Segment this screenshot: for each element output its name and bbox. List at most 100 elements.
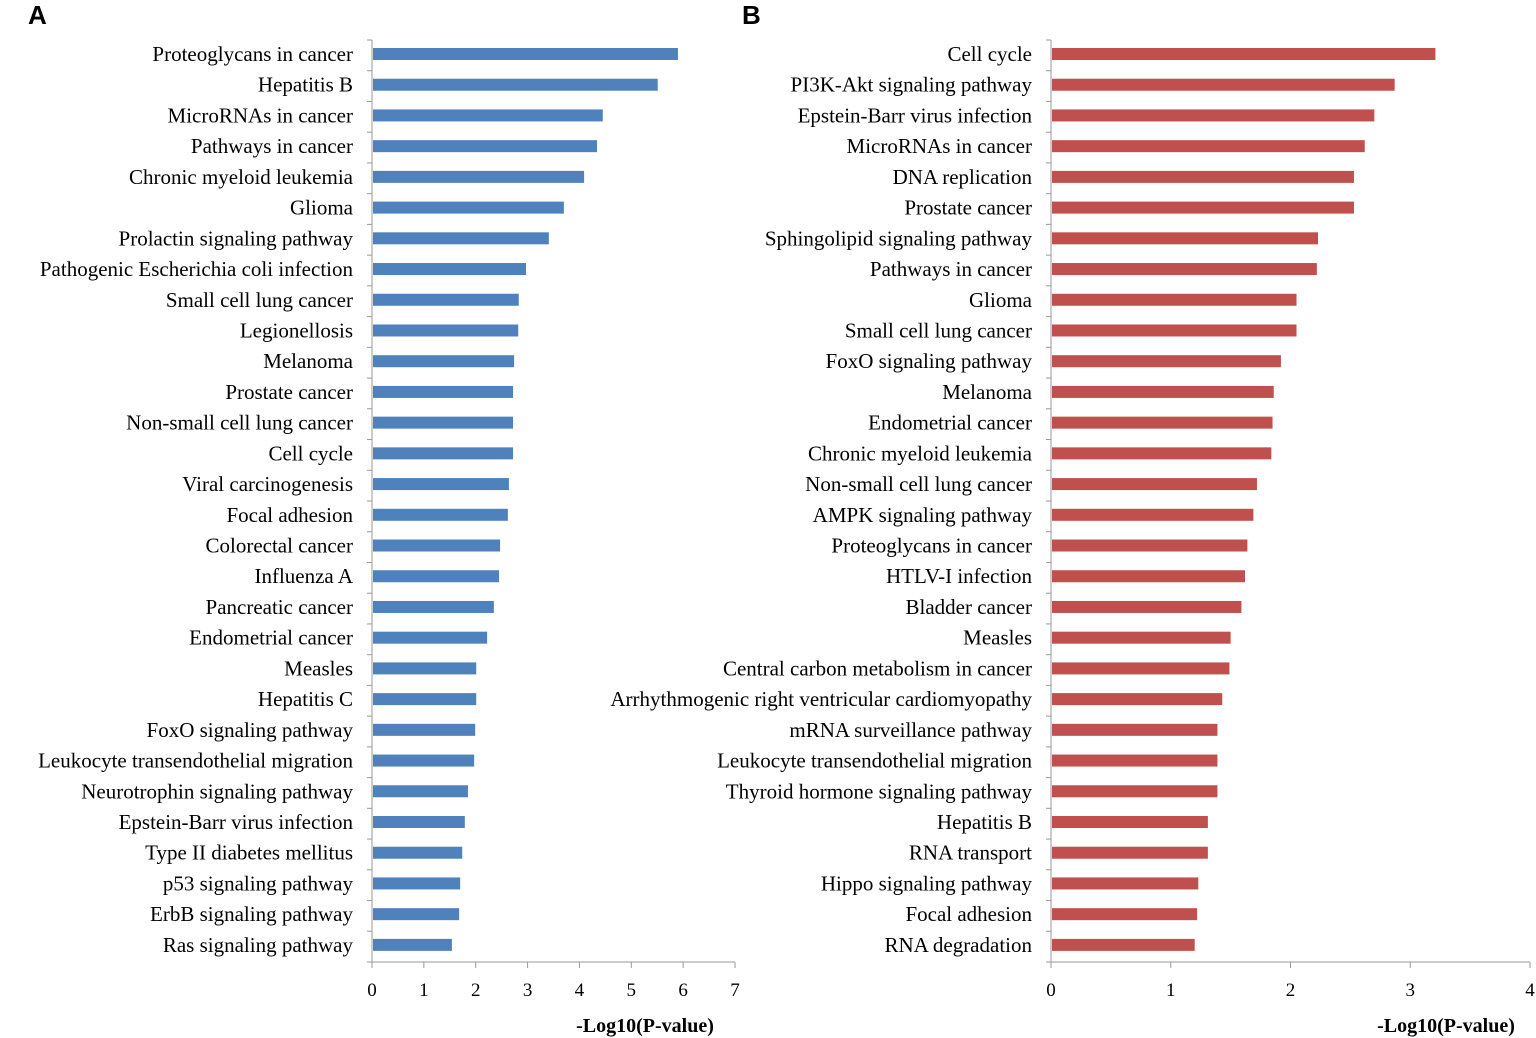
bar-20 xyxy=(1052,631,1231,644)
x-tick-label: 6 xyxy=(678,980,688,1001)
bar-15 xyxy=(1052,478,1257,491)
category-label: Central carbon metabolism in cancer xyxy=(723,656,1032,680)
bar-7 xyxy=(1052,232,1319,245)
category-label: Ras signaling pathway xyxy=(163,933,354,957)
category-label: Proteoglycans in cancer xyxy=(152,42,353,66)
x-tick-label: 0 xyxy=(367,980,377,1001)
bar-16 xyxy=(1052,508,1254,521)
x-tick-label: 4 xyxy=(575,980,585,1001)
category-label: Prolactin signaling pathway xyxy=(119,226,354,250)
bar-24 xyxy=(373,754,475,767)
bar-11 xyxy=(373,355,515,368)
category-label: Endometrial cancer xyxy=(189,626,353,650)
bar-10 xyxy=(373,324,519,337)
category-label: Prostate cancer xyxy=(225,380,353,404)
category-label: Small cell lung cancer xyxy=(166,288,353,312)
bar-27 xyxy=(373,846,463,859)
bar-16 xyxy=(373,508,508,521)
category-label: Melanoma xyxy=(942,380,1032,404)
category-label: Chronic myeloid leukemia xyxy=(129,165,354,189)
bar-3 xyxy=(1052,109,1375,122)
bar-14 xyxy=(1052,447,1272,460)
bar-19 xyxy=(373,600,494,613)
category-label: Viral carcinogenesis xyxy=(182,472,353,496)
bar-10 xyxy=(1052,324,1297,337)
bar-29 xyxy=(1052,908,1198,921)
bar-9 xyxy=(373,293,519,306)
x-tick-label: 7 xyxy=(730,980,740,1001)
category-label: Cell cycle xyxy=(268,441,353,465)
category-label: AMPK signaling pathway xyxy=(813,503,1033,527)
x-tick-label: 5 xyxy=(627,980,637,1001)
x-axis-title: -Log10(P-value) xyxy=(1377,1015,1515,1037)
category-label: Type II diabetes mellitus xyxy=(145,841,353,865)
bar-20 xyxy=(373,631,488,644)
bar-2 xyxy=(1052,78,1395,91)
bar-4 xyxy=(373,140,598,153)
category-label: MicroRNAs in cancer xyxy=(168,103,353,127)
bar-7 xyxy=(373,232,549,245)
category-label: Epstein-Barr virus infection xyxy=(798,103,1033,127)
bar-18 xyxy=(1052,570,1245,583)
category-label: Non-small cell lung cancer xyxy=(805,472,1032,496)
bar-29 xyxy=(373,908,460,921)
category-label: HTLV-I infection xyxy=(886,564,1033,588)
bar-4 xyxy=(1052,140,1365,153)
category-label: Leukocyte transendothelial migration xyxy=(38,749,353,773)
category-label: Hepatitis B xyxy=(937,810,1032,834)
bar-9 xyxy=(1052,293,1297,306)
bar-11 xyxy=(1052,355,1281,368)
x-tick-label: 1 xyxy=(1166,980,1176,1001)
bar-23 xyxy=(1052,723,1218,736)
x-tick-label: 2 xyxy=(1286,980,1296,1001)
bar-5 xyxy=(1052,170,1354,183)
bar-26 xyxy=(373,816,465,828)
category-label: Arrhythmogenic right ventricular cardiom… xyxy=(610,687,1032,711)
category-label: Prostate cancer xyxy=(904,196,1032,220)
x-tick-label: 3 xyxy=(523,980,533,1001)
x-tick-label: 0 xyxy=(1046,980,1056,1001)
category-label: Measles xyxy=(963,626,1032,650)
bar-14 xyxy=(373,447,514,460)
category-label: Influenza A xyxy=(254,564,353,588)
bar-19 xyxy=(1052,600,1242,613)
bar-1 xyxy=(1052,48,1436,60)
category-label: Endometrial cancer xyxy=(868,411,1032,435)
category-label: Non-small cell lung cancer xyxy=(126,411,353,435)
bar-17 xyxy=(1052,539,1248,552)
category-label: Thyroid hormone signaling pathway xyxy=(726,779,1033,803)
category-label: mRNA surveillance pathway xyxy=(789,718,1032,742)
category-label: Glioma xyxy=(969,288,1033,312)
category-label: Melanoma xyxy=(263,349,353,373)
category-label: Pathways in cancer xyxy=(191,134,353,158)
bar-2 xyxy=(373,78,658,91)
x-tick-label: 4 xyxy=(1525,980,1535,1001)
bar-22 xyxy=(373,693,477,706)
bar-3 xyxy=(373,109,603,122)
category-label: Legionellosis xyxy=(240,318,353,342)
category-label: Neurotrophin signaling pathway xyxy=(81,779,353,803)
category-label: Glioma xyxy=(290,196,354,220)
category-label: p53 signaling pathway xyxy=(163,871,354,895)
bar-21 xyxy=(373,662,477,675)
category-label: Measles xyxy=(284,656,353,680)
category-label: FoxO signaling pathway xyxy=(147,718,354,742)
category-label: Hepatitis B xyxy=(258,73,353,97)
bar-13 xyxy=(373,416,514,429)
category-label: Cell cycle xyxy=(947,42,1032,66)
bar-30 xyxy=(373,938,452,951)
category-label: Sphingolipid signaling pathway xyxy=(765,226,1033,250)
panel-label-A: A xyxy=(28,0,47,30)
category-label: Leukocyte transendothelial migration xyxy=(717,749,1032,773)
x-axis-title: -Log10(P-value) xyxy=(576,1015,714,1037)
bar-15 xyxy=(373,478,509,491)
category-label: Proteoglycans in cancer xyxy=(831,534,1032,558)
bar-30 xyxy=(1052,938,1195,951)
category-label: PI3K-Akt signaling pathway xyxy=(791,73,1033,97)
x-tick-label: 2 xyxy=(471,980,481,1001)
bar-6 xyxy=(373,201,564,214)
category-label: Pancreatic cancer xyxy=(206,595,353,619)
bar-6 xyxy=(1052,201,1354,214)
bar-17 xyxy=(373,539,501,552)
